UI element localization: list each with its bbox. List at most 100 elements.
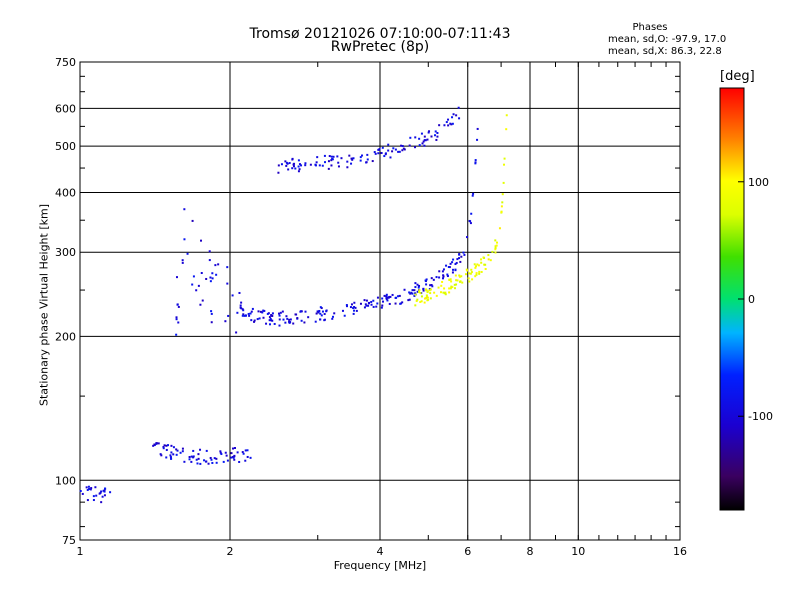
scatter-point — [505, 128, 508, 131]
chart-title: Tromsø 20121026 07:10:00-07:11:43 — [249, 26, 511, 42]
scatter-point — [407, 299, 410, 302]
scatter-point — [188, 456, 191, 459]
scatter-point — [181, 261, 184, 264]
scatter-point — [101, 495, 104, 498]
scatter-point — [269, 317, 272, 320]
scatter-point — [258, 317, 261, 320]
scatter-point — [328, 155, 331, 158]
scatter-point — [429, 292, 432, 295]
scatter-point — [440, 284, 443, 287]
scatter-point — [268, 316, 271, 319]
scatter-point — [304, 162, 307, 165]
scatter-point — [365, 299, 368, 302]
scatter-point — [409, 136, 412, 139]
scatter-point — [165, 444, 168, 447]
scatter-point — [425, 289, 428, 292]
scatter-point — [215, 273, 218, 276]
scatter-point — [413, 289, 416, 292]
scatter-point — [224, 320, 227, 323]
scatter-point — [458, 253, 461, 256]
scatter-point — [437, 286, 440, 289]
scatter-point — [281, 310, 284, 313]
scatter-point — [489, 259, 492, 262]
scatter-point — [236, 451, 239, 454]
scatter-point — [420, 295, 423, 298]
x-axis-label: Frequency [MHz] — [333, 559, 427, 572]
scatter-point — [88, 487, 91, 490]
scatter-point — [176, 449, 179, 452]
scatter-point — [456, 279, 459, 282]
scatter-point — [451, 271, 454, 274]
scatter-point — [333, 312, 336, 315]
scatter-point — [476, 127, 479, 130]
scatter-point — [175, 333, 178, 336]
scatter-point — [175, 453, 178, 456]
scatter-point — [395, 296, 398, 299]
scatter-point — [278, 324, 281, 327]
scatter-point — [191, 219, 194, 222]
scatter-point — [424, 297, 427, 300]
scatter-point — [349, 306, 352, 309]
scatter-point — [460, 275, 463, 278]
scatter-point — [183, 460, 186, 463]
scatter-point — [291, 157, 294, 160]
scatter-point — [226, 266, 229, 269]
scatter-point — [330, 164, 333, 167]
scatter-point — [200, 272, 203, 275]
scatter-point — [318, 309, 321, 312]
scatter-point — [374, 152, 377, 155]
scatter-point — [366, 153, 369, 156]
scatter-point — [87, 485, 90, 488]
scatter-point — [454, 263, 457, 266]
scatter-point — [287, 168, 290, 171]
chart-subtitle: RwPretec (8p) — [330, 39, 430, 55]
scatter-point — [259, 310, 262, 313]
scatter-point — [292, 322, 295, 325]
scatter-point — [242, 452, 245, 455]
scatter-point — [381, 304, 384, 307]
scatter-point — [321, 310, 324, 313]
scatter-point — [480, 258, 483, 261]
scatter-point — [294, 167, 297, 170]
scatter-point — [459, 260, 462, 263]
scatter-point — [475, 273, 478, 276]
scatter-point — [461, 281, 464, 284]
phases-heading: Phases — [632, 22, 668, 33]
x-tick-label: 1 — [77, 545, 84, 558]
scatter-point — [501, 193, 504, 196]
scatter-point — [288, 162, 291, 165]
scatter-point — [478, 270, 481, 273]
scatter-point — [463, 253, 466, 256]
scatter-point — [279, 311, 282, 314]
scatter-point — [458, 117, 461, 120]
scatter-point — [288, 321, 291, 324]
scatter-point — [267, 312, 270, 315]
scatter-point — [320, 314, 323, 317]
scatter-point — [225, 454, 228, 457]
scatter-point — [352, 312, 355, 315]
colorbar-tick-label: -100 — [748, 410, 773, 423]
scatter-point — [367, 304, 370, 307]
scatter-point — [470, 271, 473, 274]
scatter-point — [175, 276, 178, 279]
scatter-point — [438, 276, 441, 279]
scatter-point — [385, 297, 388, 300]
scatter-point — [466, 269, 469, 272]
scatter-point — [394, 302, 397, 305]
scatter-point — [447, 266, 450, 269]
scatter-point — [424, 139, 427, 142]
scatter-point — [456, 258, 459, 261]
scatter-point — [298, 163, 301, 166]
scatter-point — [474, 266, 477, 269]
scatter-point — [416, 298, 419, 301]
scatter-point — [303, 321, 306, 324]
y-tick-label: 200 — [55, 330, 76, 343]
plot-axes — [79, 61, 681, 541]
scatter-point — [381, 146, 384, 149]
scatter-point — [451, 286, 454, 289]
scatter-point — [85, 486, 88, 489]
x-tick-label: 16 — [673, 545, 687, 558]
scatter-point — [454, 287, 457, 290]
scatter-point — [175, 448, 178, 451]
scatter-point — [162, 447, 165, 450]
